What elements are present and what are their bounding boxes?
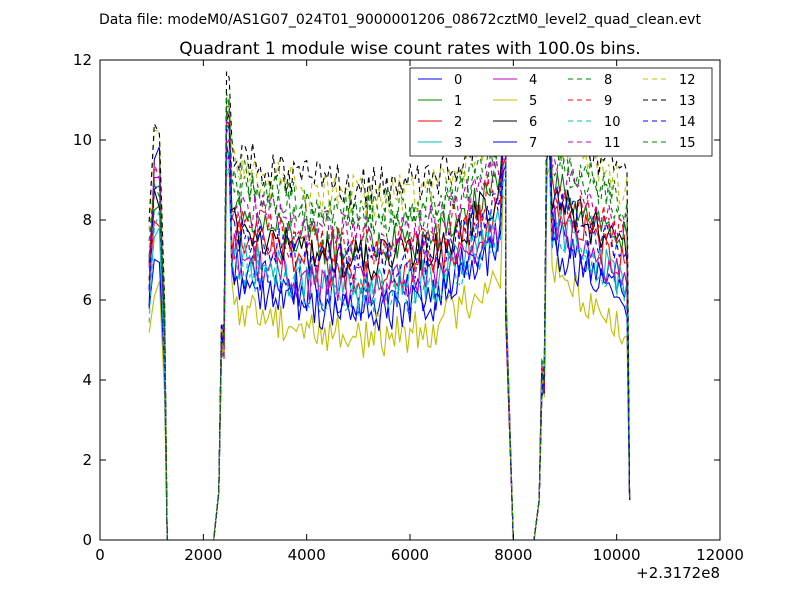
y-tick-label: 2 bbox=[82, 451, 92, 469]
y-tick-label: 8 bbox=[82, 211, 92, 229]
chart-title: Quadrant 1 module wise count rates with … bbox=[179, 39, 640, 59]
legend-label-7: 7 bbox=[529, 136, 537, 151]
series-line-12 bbox=[148, 91, 631, 540]
series-line-11 bbox=[148, 103, 631, 540]
y-tick-label: 0 bbox=[82, 531, 92, 549]
legend-frame bbox=[409, 67, 713, 157]
series-line-9 bbox=[148, 115, 631, 540]
series-line-10 bbox=[148, 148, 631, 540]
legend-label-11: 11 bbox=[604, 136, 621, 151]
series-line-14 bbox=[148, 122, 631, 540]
x-tick-label: 2000 bbox=[184, 546, 222, 564]
x-tick-label: 10000 bbox=[593, 546, 641, 564]
x-tick-label: 0 bbox=[95, 546, 105, 564]
legend-label-1: 1 bbox=[454, 94, 462, 109]
legend-label-14: 14 bbox=[679, 115, 696, 130]
x-offset-label: +2.3172e8 bbox=[636, 564, 720, 582]
legend-label-5: 5 bbox=[529, 94, 537, 109]
legend-label-10: 10 bbox=[604, 115, 621, 130]
legend-label-2: 2 bbox=[454, 115, 462, 130]
legend-label-6: 6 bbox=[529, 115, 537, 130]
legend-label-13: 13 bbox=[679, 94, 696, 109]
legend-label-4: 4 bbox=[529, 73, 537, 88]
y-tick-label: 4 bbox=[82, 371, 92, 389]
x-tick-label: 4000 bbox=[288, 546, 326, 564]
legend-label-0: 0 bbox=[454, 73, 462, 88]
legend-label-3: 3 bbox=[454, 136, 462, 151]
figure-suptitle: Data file: modeM0/AS1G07_024T01_90000012… bbox=[99, 12, 701, 28]
y-tick-label: 12 bbox=[73, 51, 92, 69]
legend-label-12: 12 bbox=[679, 73, 696, 88]
series-line-5 bbox=[148, 167, 631, 540]
x-tick-label: 6000 bbox=[391, 546, 429, 564]
series-layer bbox=[148, 65, 631, 540]
series-line-7 bbox=[148, 143, 631, 540]
series-line-15 bbox=[148, 94, 631, 540]
legend-label-8: 8 bbox=[604, 73, 612, 88]
legend-label-9: 9 bbox=[604, 94, 612, 109]
series-line-8 bbox=[148, 93, 631, 540]
x-tick-label: 12000 bbox=[696, 546, 744, 564]
series-line-3 bbox=[148, 154, 631, 540]
legend-label-15: 15 bbox=[679, 136, 696, 151]
x-tick-label: 8000 bbox=[494, 546, 532, 564]
y-tick-label: 6 bbox=[82, 291, 92, 309]
y-tick-label: 10 bbox=[73, 131, 92, 149]
